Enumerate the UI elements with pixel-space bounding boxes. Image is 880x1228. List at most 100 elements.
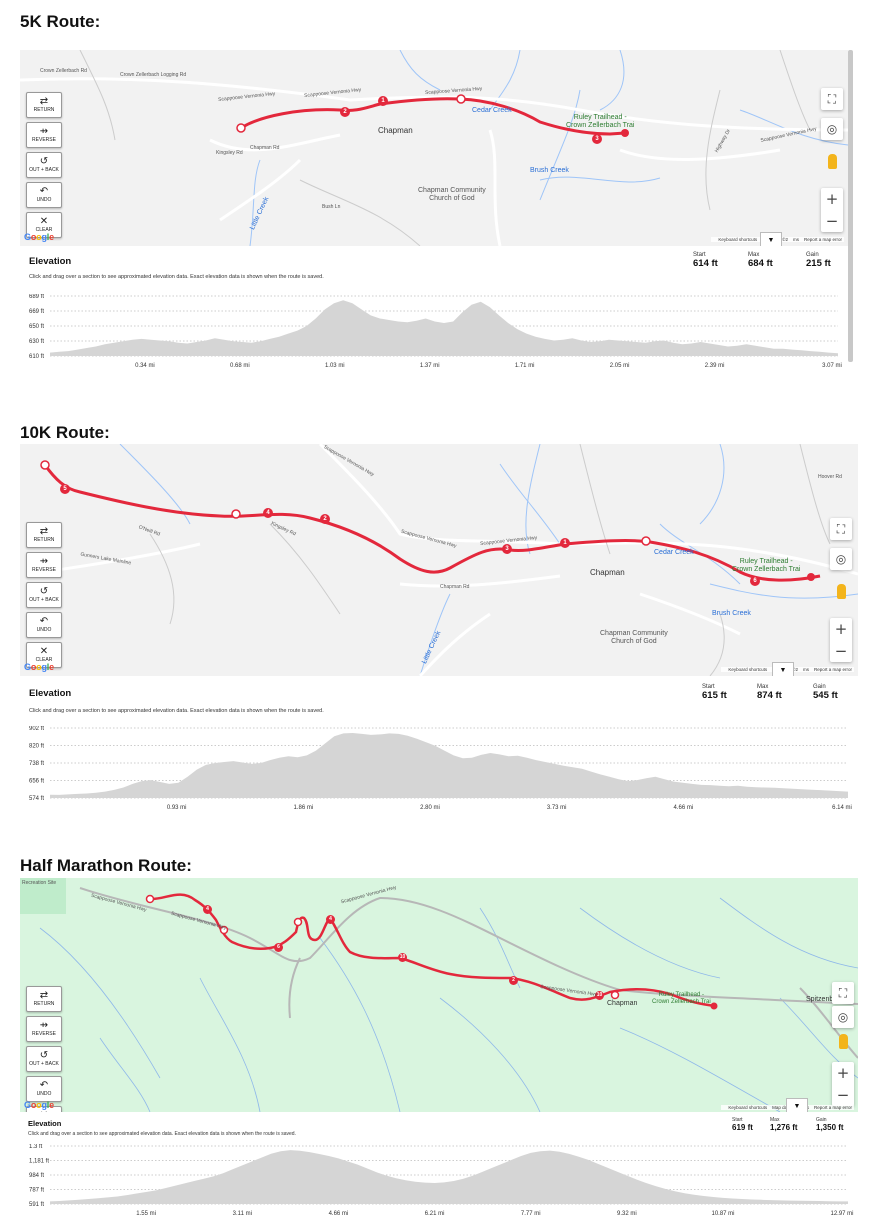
route-marker[interactable]: 4 [203, 905, 212, 914]
undo-icon: ↶ [39, 1080, 49, 1091]
route-marker[interactable]: 10 [398, 953, 407, 962]
google-logo-letter: G [24, 1100, 31, 1110]
locate-icon[interactable]: ◎ [821, 118, 843, 140]
attribution-link[interactable]: Report a map error [813, 1105, 852, 1110]
zoom-in-icon[interactable]: + [825, 190, 839, 208]
zoom-in-icon[interactable]: + [834, 620, 848, 638]
reverse-button[interactable]: ⇸ REVERSE [26, 552, 62, 578]
return-icon: ⇄ [39, 96, 49, 107]
y-tick-label: 610 ft [29, 354, 44, 360]
x-tick-label: 0.34 mi [135, 363, 155, 369]
route-marker[interactable]: 3 [592, 134, 602, 144]
pegman-icon[interactable] [821, 150, 843, 172]
locate-icon[interactable]: ◎ [830, 548, 852, 570]
clear-button[interactable]: ✕CLEAR [26, 1106, 62, 1112]
elevation-profile-chart[interactable]: 902 ft 820 ft 738 ft 656 ft 574 ft 0.93 mi 1.8… [20, 726, 858, 812]
x-tick-label: 6.14 mi [832, 805, 852, 811]
y-tick-label: 984 ft [29, 1173, 44, 1179]
attribution-link[interactable]: ms [792, 237, 799, 242]
reverse-button[interactable]: ⇸ REVERSE [26, 1016, 62, 1042]
elevation-profile-chart[interactable]: 1.3 ft 1,181 ft 984 ft 787 ft 591 ft 1.55 mi 3… [20, 1144, 858, 1218]
clear-button[interactable]: ✕CLEAR [26, 642, 62, 668]
x-tick-label: 0.93 mi [167, 805, 187, 811]
attribution-link[interactable]: ms [802, 667, 809, 672]
return-button[interactable]: ⇄ RETURN [26, 92, 62, 118]
undo-button[interactable]: ↶ UNDO [26, 182, 62, 208]
route-marker[interactable]: 3 [502, 544, 512, 554]
attribution-link[interactable]: Map data ©2 [772, 1105, 798, 1110]
fullscreen-icon[interactable]: ⛶ [832, 982, 854, 1004]
x-tick-label: 1.55 mi [136, 1211, 156, 1217]
route-marker[interactable]: 6 [274, 943, 283, 952]
undo-button[interactable]: ↶ UNDO [26, 1076, 62, 1102]
attribution-link[interactable]: Keyboard shortcuts [718, 237, 758, 242]
route-marker[interactable]: 2 [509, 976, 518, 985]
route-marker[interactable]: 4 [263, 508, 273, 518]
zoom-control[interactable]: + − [830, 618, 852, 662]
attribution-link[interactable]: Report a map error [803, 237, 842, 242]
route-marker[interactable]: 10 [595, 991, 604, 1000]
clear-button[interactable]: ✕CLEAR [26, 212, 62, 238]
elevation-profile-chart[interactable]: 689 ft 669 ft 650 ft 630 ft 610 ft 0.34 mi 0.6… [20, 294, 848, 370]
elevation-area[interactable] [50, 733, 848, 798]
out-back-button[interactable]: ↺ OUT + BACK [26, 1046, 62, 1072]
elevation-panel[interactable]: Elevation Click and drag over a section … [20, 676, 858, 812]
elevation-description: Click and drag over a section to see app… [29, 708, 324, 714]
return-button[interactable]: ⇄ RETURN [26, 986, 62, 1012]
map[interactable]: 5 4 2 3 1 6 Chapman Ruley Trailhead - Cr… [20, 444, 858, 676]
map[interactable]: 1 2 3 Chapman Ruley Trailhead - Crown Ze… [20, 50, 848, 246]
attribution-dropdown[interactable]: ▼ [760, 232, 782, 246]
section-title-10k: 10K Route: [20, 423, 110, 442]
elevation-area[interactable] [50, 1150, 848, 1204]
elevation-area[interactable] [50, 300, 838, 356]
return-button[interactable]: ⇄ RETURN [26, 522, 62, 548]
zoom-control[interactable]: + − [832, 1062, 854, 1106]
attribution-link[interactable]: Keyboard shortcuts [728, 667, 768, 672]
route-marker[interactable]: 1 [378, 96, 388, 106]
out-back-button[interactable]: ↺ OUT + BACK [26, 152, 62, 178]
y-tick-label: 1.3 ft [29, 1144, 43, 1150]
y-tick-label: 669 ft [29, 309, 44, 315]
elevation-panel[interactable]: Elevation Click and drag over a section … [20, 246, 848, 372]
road-label: Bush Ln [322, 204, 341, 210]
attribution-link[interactable]: Report a map error [813, 667, 852, 672]
tool-label: UNDO [36, 1091, 52, 1097]
zoom-out-icon[interactable]: − [834, 642, 848, 660]
attribution-dropdown[interactable]: ▼ [786, 1098, 808, 1112]
reverse-icon: ⇸ [39, 556, 49, 567]
zoom-out-icon[interactable]: − [825, 212, 839, 230]
tool-label: UNDO [36, 627, 52, 633]
google-logo: Google [24, 1100, 54, 1110]
pegman-icon[interactable] [832, 1030, 854, 1052]
locate-icon[interactable]: ◎ [832, 1006, 854, 1028]
elevation-panel[interactable]: Elevation Click and drag over a section … [20, 1112, 858, 1218]
creek-label: Brush Creek [712, 610, 751, 617]
fullscreen-icon[interactable]: ⛶ [830, 518, 852, 540]
map[interactable]: 4 6 4 10 2 10 Chapman Ruley Trailhead - … [20, 878, 858, 1112]
attribution-link[interactable]: Keyboard shortcuts [728, 1105, 768, 1110]
route-marker[interactable]: 5 [60, 484, 70, 494]
route-marker[interactable]: 2 [320, 514, 330, 524]
google-logo-letter: G [24, 232, 31, 242]
route-marker[interactable]: 4 [326, 915, 335, 924]
zoom-in-icon[interactable]: + [836, 1064, 850, 1082]
undo-button[interactable]: ↶ UNDO [26, 612, 62, 638]
google-logo-letter: G [24, 662, 31, 672]
route-marker[interactable]: 6 [750, 576, 760, 586]
x-tick-label: 2.39 mi [705, 363, 725, 369]
pegman-icon[interactable] [830, 580, 852, 602]
out-back-button[interactable]: ↺ OUT + BACK [26, 582, 62, 608]
attribution-dropdown[interactable]: ▼ [772, 662, 794, 676]
route-marker[interactable]: 1 [560, 538, 570, 548]
google-logo-letter: l [46, 1100, 50, 1110]
y-tick-label: 591 ft [29, 1202, 44, 1208]
tool-label: REVERSE [32, 137, 56, 143]
zoom-out-icon[interactable]: − [836, 1086, 850, 1104]
zoom-control[interactable]: + − [821, 188, 843, 232]
creek-label: Brush Creek [530, 167, 569, 174]
fullscreen-icon[interactable]: ⛶ [821, 88, 843, 110]
scrollbar[interactable] [848, 50, 853, 362]
route-marker[interactable]: 2 [340, 107, 350, 117]
reverse-button[interactable]: ⇸ REVERSE [26, 122, 62, 148]
x-tick-label: 3.11 mi [233, 1211, 252, 1217]
